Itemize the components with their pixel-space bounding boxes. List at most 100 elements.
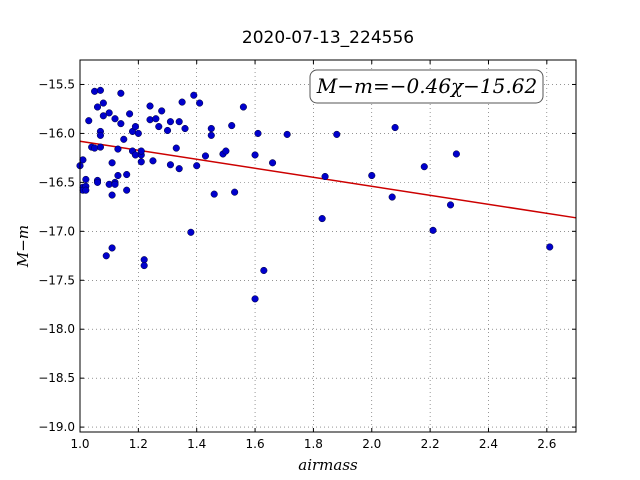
- x-tick-label: 1.0: [70, 437, 89, 451]
- data-point: [207, 124, 215, 133]
- x-tick-label: 2.6: [537, 437, 556, 451]
- chart-title: 2020-07-13_224556: [242, 28, 414, 48]
- data-point: [146, 102, 154, 110]
- data-point: [175, 118, 183, 126]
- data-point: [102, 252, 110, 260]
- data-point: [231, 188, 239, 196]
- data-point: [114, 145, 122, 153]
- data-point: [166, 118, 174, 126]
- x-tick-label: 2.4: [479, 437, 498, 451]
- fit-line: [79, 140, 577, 219]
- y-tick-label: −17.0: [38, 224, 75, 238]
- data-point: [207, 131, 215, 139]
- data-point: [187, 228, 195, 236]
- data-point: [137, 158, 145, 166]
- data-point: [149, 157, 157, 165]
- data-point: [99, 112, 107, 120]
- data-point: [368, 171, 376, 180]
- data-point: [222, 147, 230, 155]
- fit-annotation: M−m=−0.46χ−15.62: [309, 69, 544, 104]
- data-point: [137, 147, 145, 155]
- data-point: [254, 129, 262, 137]
- data-point: [96, 86, 104, 94]
- data-point: [111, 115, 119, 123]
- x-axis-label: airmass: [298, 456, 358, 474]
- annotation-text: M−m=−0.46χ−15.62: [316, 74, 537, 98]
- data-point: [196, 99, 204, 107]
- y-tick-label: −15.5: [38, 77, 75, 91]
- data-point: [228, 122, 236, 130]
- data-point: [134, 129, 142, 137]
- data-point: [251, 295, 259, 303]
- data-point: [140, 256, 148, 264]
- data-point: [105, 109, 113, 117]
- data-point: [190, 91, 198, 99]
- data-point: [99, 99, 107, 107]
- y-tick-label: −16.5: [38, 175, 75, 189]
- y-axis-label: M−m: [14, 225, 32, 268]
- data-point: [108, 191, 116, 199]
- data-point: [239, 103, 247, 111]
- data-point: [79, 156, 87, 164]
- data-point: [318, 215, 326, 223]
- data-point: [178, 98, 186, 106]
- x-tick-label: 1.8: [304, 437, 323, 451]
- data-point: [93, 178, 102, 186]
- data-point: [260, 266, 268, 275]
- y-tick-label: −16.0: [38, 126, 75, 140]
- data-point: [446, 201, 455, 209]
- data-point: [131, 123, 139, 131]
- data-point: [111, 180, 119, 188]
- y-tick-label: −18.5: [38, 371, 75, 385]
- data-point: [117, 120, 125, 128]
- data-point: [251, 151, 259, 159]
- data-point: [269, 159, 277, 167]
- data-points: [76, 86, 554, 303]
- data-point: [108, 244, 116, 252]
- y-tick-label: −19.0: [38, 420, 75, 434]
- annotation-box: [309, 69, 544, 104]
- data-point: [91, 144, 99, 152]
- data-point: [166, 161, 174, 169]
- data-point: [82, 175, 90, 183]
- x-tick-label: 1.6: [246, 437, 265, 451]
- data-point: [152, 115, 160, 123]
- axis-ticks: [79, 60, 576, 432]
- data-point: [181, 124, 189, 133]
- data-point: [546, 243, 554, 251]
- data-point: [193, 162, 201, 170]
- plot-frame: [79, 59, 577, 433]
- data-point: [172, 144, 180, 152]
- data-point: [126, 110, 134, 118]
- data-point: [114, 171, 122, 180]
- data-point: [155, 123, 163, 131]
- data-point: [158, 107, 166, 115]
- x-tick-label: 1.2: [129, 437, 148, 451]
- data-point: [175, 165, 183, 173]
- x-tick-label: 2.2: [421, 437, 440, 451]
- data-point: [123, 186, 131, 194]
- data-point: [123, 170, 131, 179]
- data-point: [120, 135, 128, 143]
- data-point: [82, 186, 90, 194]
- data-point: [391, 123, 399, 132]
- data-point: [146, 116, 154, 124]
- data-point: [452, 150, 460, 158]
- x-tick-label: 2.0: [362, 437, 381, 451]
- data-point: [91, 87, 99, 95]
- data-point: [108, 159, 116, 167]
- data-point: [429, 226, 437, 234]
- data-point: [333, 130, 341, 138]
- data-point: [163, 126, 172, 135]
- data-point: [201, 152, 210, 160]
- data-point: [96, 143, 104, 151]
- data-point: [283, 130, 291, 138]
- y-tick-label: −17.5: [38, 273, 75, 287]
- data-point: [96, 131, 104, 139]
- x-tick-label: 1.4: [187, 437, 206, 451]
- data-point: [388, 193, 396, 201]
- data-point: [93, 103, 102, 111]
- tick-labels: 1.0 1.2 1.4 1.6 1.8 2.0 2.2 2.4 2.6 −15.5 −16.0 −16…: [38, 77, 556, 451]
- data-point: [420, 163, 428, 171]
